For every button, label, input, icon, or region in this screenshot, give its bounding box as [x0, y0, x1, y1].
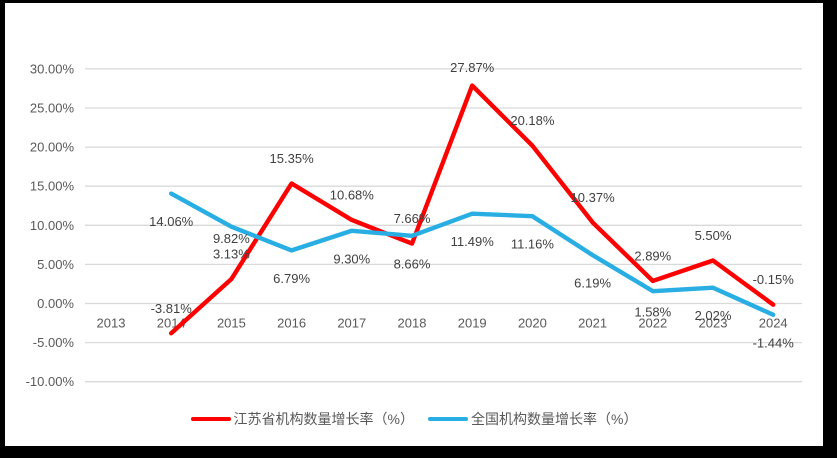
y-axis-tick-label: 10.00% [30, 218, 75, 233]
x-axis-tick-label: 2022 [638, 316, 667, 331]
x-axis-tick-label: 2015 [217, 316, 246, 331]
data-label: 6.79% [273, 271, 310, 286]
data-label: 9.30% [333, 251, 370, 266]
data-label: -3.81% [151, 301, 193, 316]
x-axis-tick-label: 2017 [337, 316, 366, 331]
growth-rate-line-chart: 30.00% 25.00% 20.00% 15.00% 10.00% 5.00% 0.00%… [5, 3, 823, 446]
y-axis-tick-label: 15.00% [30, 179, 75, 194]
series-line-jiangsu [168, 83, 776, 336]
y-axis-tick-label: -10.00% [26, 374, 75, 389]
x-axis-tick-label: 2021 [578, 316, 607, 331]
legend-line-swatch-red-icon [190, 416, 231, 422]
x-axis-tick-label: 2016 [277, 316, 306, 331]
data-label: 14.06% [149, 214, 194, 229]
x-axis-tick-label: 2024 [759, 316, 788, 331]
data-label: 11.16% [511, 237, 555, 252]
data-label: 2.02% [695, 308, 732, 323]
data-label: 5.50% [695, 228, 732, 243]
legend-item-jiangsu: 江苏省机构数量增长率（%） [190, 409, 414, 429]
y-axis-tick-label: 20.00% [30, 140, 75, 155]
x-axis-tick-label: 2019 [458, 316, 487, 331]
y-axis-tick-label: 25.00% [30, 101, 75, 116]
data-label: 10.68% [330, 187, 375, 202]
data-label: 11.49% [451, 234, 495, 249]
data-label: 20.18% [510, 113, 555, 128]
legend-label-national: 全国机构数量增长率（%） [471, 411, 638, 427]
legend-item-national: 全国机构数量增长率（%） [428, 409, 637, 429]
y-axis-tick-label: 0.00% [37, 296, 74, 311]
data-label: 2.89% [634, 248, 671, 263]
data-label: 1.58% [634, 305, 671, 320]
data-label: 27.87% [450, 60, 495, 75]
legend-line-swatch-blue-icon [428, 416, 468, 422]
data-label: 3.13% [213, 247, 250, 262]
x-axis-tick-label: 2020 [518, 316, 547, 331]
y-axis-tick-label: 30.00% [30, 61, 75, 76]
legend-label-jiangsu: 江苏省机构数量增长率（%） [233, 411, 414, 427]
data-label: 7.66% [394, 211, 431, 226]
chart-legend: 江苏省机构数量增长率（%） 全国机构数量增长率（%） [5, 409, 823, 429]
y-axis-tick-label: -5.00% [33, 335, 75, 350]
data-label: 15.35% [270, 151, 315, 166]
series-line-national [168, 191, 776, 317]
x-axis-tick-label: 2023 [699, 316, 728, 331]
data-label: -0.15% [753, 272, 795, 287]
x-axis-tick-label: 2018 [398, 316, 427, 331]
data-label: 9.82% [213, 231, 250, 246]
data-label: 8.66% [394, 256, 431, 271]
chart-surface: 图2 江苏省机构数量增长率与全国增长率的比较 30.00%25.00%20.00… [5, 3, 823, 446]
x-axis-tick-label: 2013 [97, 316, 126, 331]
plot-background [5, 3, 823, 446]
y-axis-tick-label: 5.00% [37, 257, 74, 272]
data-label: 10.37% [571, 190, 616, 205]
data-label: -1.44% [753, 335, 795, 350]
data-label: 6.19% [574, 276, 611, 291]
